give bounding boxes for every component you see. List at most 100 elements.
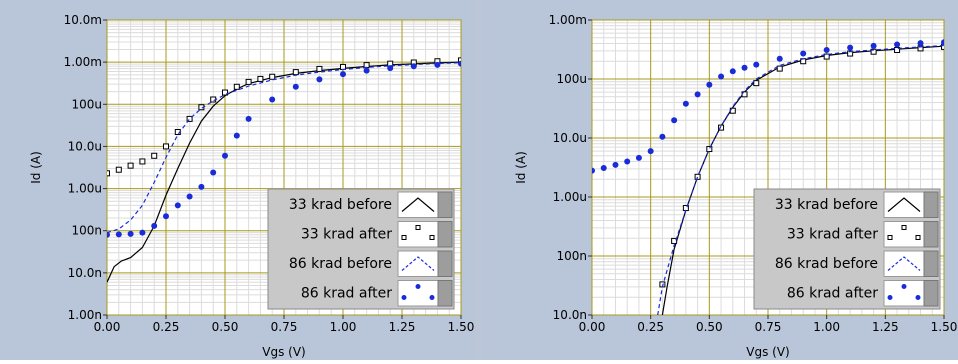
x-tick-label: 0.50 [212,320,239,334]
legend-dot-icon [429,295,435,300]
legend-dot-icon [415,284,421,289]
x-tick-label: 0.75 [271,320,298,334]
x-tick-label: 1.50 [931,320,958,334]
data-point-dot [592,167,595,174]
x-tick-label: 1.25 [872,320,899,334]
legend-swatch [883,250,925,277]
y-tick-label: 1.00n [68,308,102,322]
data-point-dot [434,61,441,68]
legend-label: 86 krad before [289,256,392,272]
legend-square-icon [901,225,907,230]
data-point-dot [612,161,619,168]
legend-line-icon [887,197,921,212]
data-point-dot [410,63,417,70]
series-line [657,44,944,315]
y-tick-label: 10.0u [553,131,587,145]
data-point-dot [269,96,276,103]
x-tick-label: 1.00 [330,320,357,334]
y-tick-label: 10.0m [64,13,102,27]
data-point-dot [210,169,217,176]
legend-scroll-block [437,191,453,218]
data-point-square [671,237,678,244]
data-point-square [340,63,346,70]
legend-dot-icon [915,295,921,300]
legend-label: 33 krad before [775,197,878,213]
data-point-dot [233,132,240,139]
x-tick-label: 0.25 [153,320,180,334]
legend-line-icon [887,256,921,271]
data-point-square [941,43,944,50]
data-point-dot [174,202,181,209]
data-point-dot [245,115,252,122]
legend-square-icon [401,235,407,240]
data-point-square [694,173,701,180]
y-tick-label: 1.00m [549,13,587,27]
data-point-square [776,65,783,72]
chart-panel-right: 0.00 0.25 0.50 0.75 1.00 1.25 1.50 10.0n 100n 1.0… [482,0,958,360]
data-point-dot [718,73,725,80]
data-point-dot [115,231,122,238]
y-tick-label: 100u [556,72,587,86]
series-line [661,45,944,315]
data-point-square [894,47,901,54]
legend-label: 33 krad before [289,197,392,213]
legend-square-icon [415,225,421,230]
legend-dot-icon [887,295,893,300]
data-point-dot [458,60,461,67]
data-point-dot [198,183,205,190]
data-point-dot [292,83,299,90]
data-point-square [292,69,299,76]
series-group [107,57,461,283]
y-tick-label: 10.0n [68,266,102,280]
y-tick-label: 1.00u [553,190,587,204]
data-point-dot [870,42,877,49]
y-axis-label: Id (A) [514,151,528,184]
legend-label: 33 krad after [787,227,878,243]
data-point-square [823,53,830,60]
x-tick-label: 0.25 [637,320,664,334]
x-tick-label: 0.00 [94,320,121,334]
y-axis-label: Id (A) [29,151,43,184]
y-tick-label: 10.0n [553,308,587,322]
legend-label: 86 krad before [775,256,878,272]
data-point-dot [917,40,924,47]
data-point-square [316,65,323,72]
y-tick-label: 1.00u [68,182,102,196]
data-point-square [269,73,276,80]
data-point-square [870,48,877,55]
chart-left: 0.00 0.25 0.50 0.75 1.00 1.25 1.50 1.00n 10.0n 10… [0,0,476,360]
y-tick-label: 100u [71,97,102,111]
data-point-dot [340,71,346,78]
legend-label: 33 krad after [301,227,392,243]
data-point-dot [659,133,666,140]
chart-right: 0.00 0.25 0.50 0.75 1.00 1.25 1.50 10.0n 100n 1.0… [482,0,958,360]
x-axis-label: Vgs (V) [262,345,305,359]
legend-swatch [397,191,439,218]
data-point-square [151,152,158,159]
legend-dot-icon [401,295,407,300]
data-point-square [245,78,252,85]
data-point-square [753,80,760,87]
data-point-dot [671,117,678,124]
data-point-dot [706,81,713,88]
legend-label: 86 krad after [787,286,878,302]
data-point-dot [635,154,642,161]
legend-square-icon [915,235,921,240]
y-tick-label: 1.00m [64,55,102,69]
legend-swatch [397,250,439,277]
legend-square-icon [887,235,893,240]
data-point-square [257,75,264,82]
legend-scroll-block [437,250,453,277]
data-point-dot [823,47,830,54]
panel-divider [476,0,482,360]
legend-label: 86 krad after [301,286,392,302]
series-group [592,39,944,315]
x-tick-label: 1.25 [389,320,416,334]
legend-scroll-block [923,280,939,307]
data-point-dot [222,152,228,159]
data-point-square [847,50,854,57]
legend-scroll-block [437,280,453,307]
data-point-square [107,170,110,177]
data-point-dot [387,65,394,72]
legend-scroll-block [437,221,453,248]
